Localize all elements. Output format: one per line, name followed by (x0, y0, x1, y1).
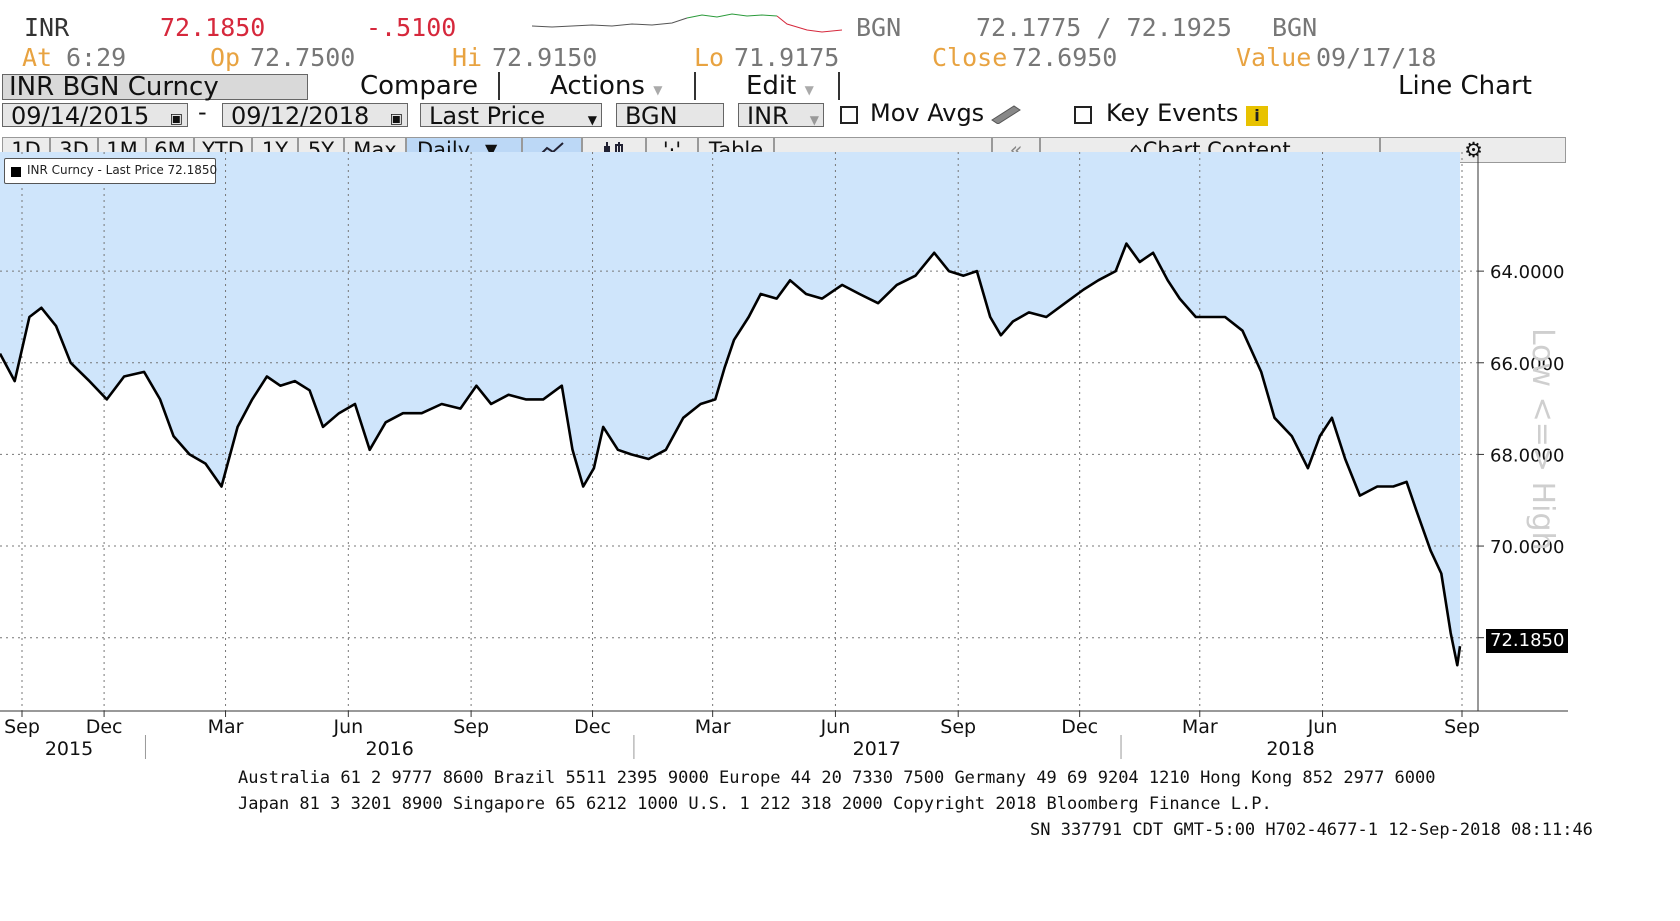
toolbar-divider (498, 72, 500, 100)
footer-session-info: SN 337791 CDT GMT-5:00 H702-4677-1 12-Se… (1030, 820, 1593, 840)
open-value: 72.7500 (250, 43, 356, 72)
y-tick-label: 68.0000 (1490, 445, 1564, 466)
at-label: At (22, 43, 53, 72)
chevron-down-icon: ▼ (809, 113, 819, 127)
info-icon[interactable]: i (1246, 106, 1268, 126)
y-axis-title-text: Low <=> High (1525, 328, 1560, 551)
open-label: Op (210, 43, 241, 72)
last-price: 72.1850 (160, 13, 266, 42)
security-field[interactable]: INR BGN Curncy (2, 72, 308, 102)
mov-avgs-label: Mov Avgs (870, 99, 985, 127)
x-tick-label: Dec (86, 716, 123, 738)
actions-menu[interactable]: Actions ▼ (550, 71, 663, 101)
value-date: 09/17/18 (1316, 43, 1437, 72)
footer-contacts-2: Japan 81 3 3201 8900 Singapore 65 6212 1… (238, 794, 1272, 814)
x-year-label: 2018 (1266, 738, 1314, 760)
price-source: BGN (856, 13, 902, 42)
edit-menu[interactable]: Edit ▼ (746, 71, 814, 101)
mov-avgs-checkbox[interactable] (840, 106, 858, 124)
calendar-icon[interactable]: ▣ (169, 111, 183, 127)
high-value: 72.9150 (492, 43, 598, 72)
edit-dropdown-icon: ▼ (804, 83, 814, 97)
key-events-label: Key Events (1106, 99, 1239, 127)
toolbar-spacer: ⚙ (1380, 137, 1566, 163)
x-tick-label: Sep (4, 716, 40, 738)
x-tick-label: Mar (208, 716, 244, 738)
y-tick-label: 66.0000 (1490, 354, 1564, 375)
x-tick-label: Dec (1061, 716, 1098, 738)
x-tick-label: Dec (574, 716, 611, 738)
pencil-icon[interactable] (988, 104, 1022, 124)
toolbar-divider (694, 72, 696, 100)
high-label: Hi (452, 43, 483, 72)
price-source-2: BGN (1272, 13, 1318, 42)
toolbar-divider (838, 72, 840, 100)
actions-dropdown-icon: ▼ (653, 83, 663, 97)
calendar-icon[interactable]: ▣ (389, 111, 403, 127)
x-tick-label: Sep (940, 716, 976, 738)
value-date-label: Value (1236, 43, 1312, 72)
key-events-checkbox[interactable] (1074, 106, 1092, 124)
end-date-field[interactable]: 09/12/2018 ▣ (222, 103, 408, 128)
price-change: -.5100 (366, 13, 457, 42)
start-date-field[interactable]: 09/14/2015 ▣ (2, 103, 188, 128)
legend-label: INR Curncy - Last Price 72.1850 (27, 163, 218, 177)
x-tick-label: Jun (332, 716, 363, 738)
x-year-label: 2015 (45, 738, 93, 760)
compare-menu[interactable]: Compare (360, 71, 478, 101)
x-tick-label: Jun (820, 716, 851, 738)
price-chart: 64.000066.000068.000070.000072.0000SepDe… (0, 152, 1568, 760)
footer-contacts-1: Australia 61 2 9777 8600 Brazil 5511 239… (238, 768, 1436, 788)
bid-ask: 72.1775 / 72.1925 (976, 13, 1232, 42)
x-tick-label: Mar (1182, 716, 1218, 738)
close-label: Close (932, 43, 1008, 72)
chart-legend: INR Curncy - Last Price 72.1850 (4, 158, 218, 184)
ticker-symbol: INR (24, 13, 70, 42)
x-tick-label: Mar (695, 716, 731, 738)
currency-selector[interactable]: INR ▼ (738, 103, 824, 128)
x-year-label: 2016 (366, 738, 414, 760)
x-tick-label: Sep (1444, 716, 1480, 738)
intraday-sparkline (532, 13, 843, 33)
x-year-label: 2017 (853, 738, 901, 760)
low-label: Lo (694, 43, 725, 72)
legend-swatch (11, 167, 21, 177)
y-axis-title: Low <=> High (1512, 328, 1566, 551)
low-value: 71.9175 (734, 43, 840, 72)
x-tick-label: Jun (1307, 716, 1338, 738)
pricing-source-field[interactable]: BGN (616, 103, 724, 128)
last-price-tag: 72.1850 (1486, 629, 1568, 653)
chevron-down-icon: ▼ (587, 113, 597, 127)
area-fill (0, 152, 1460, 666)
price-line (0, 242, 1462, 667)
security-label: INR BGN Curncy (9, 72, 219, 102)
chart-type-label: Line Chart (1398, 71, 1532, 101)
y-tick-label: 70.0000 (1490, 537, 1564, 558)
y-tick-label: 64.0000 (1490, 262, 1564, 283)
at-value: 6:29 (66, 43, 127, 72)
date-range-separator: - (198, 98, 207, 126)
x-tick-label: Sep (453, 716, 489, 738)
field-selector[interactable]: Last Price ▼ (420, 103, 602, 128)
close-value: 72.6950 (1012, 43, 1118, 72)
